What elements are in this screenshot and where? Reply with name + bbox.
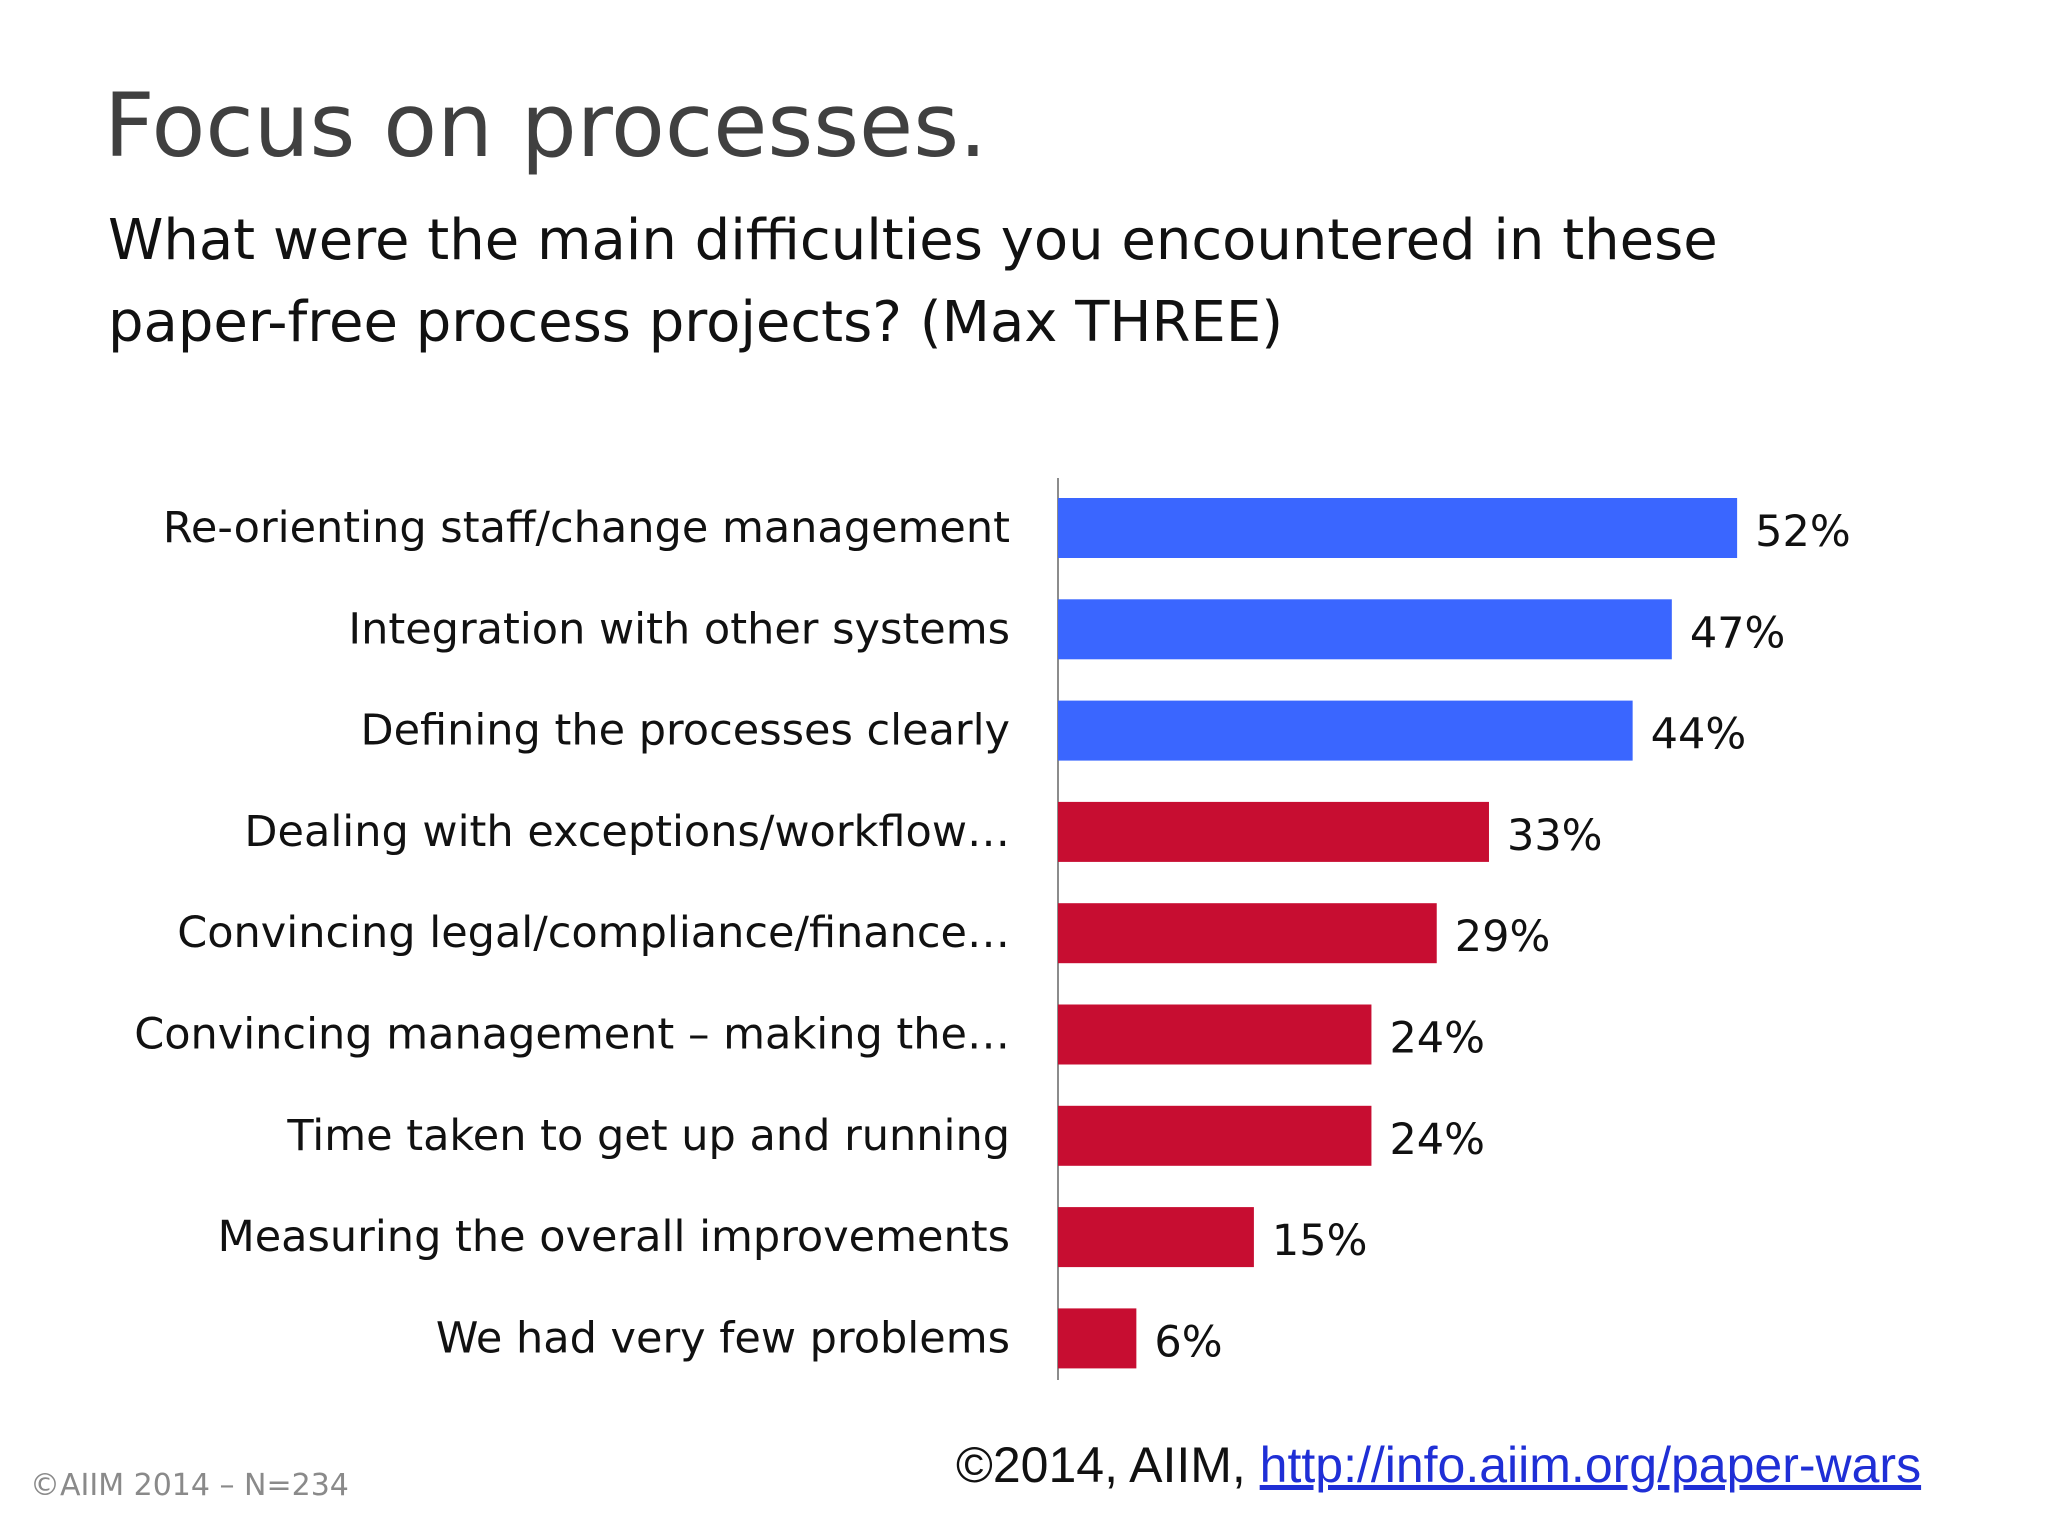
- copyright-line: ©2014, AIIM, http://info.aiim.org/paper-…: [956, 1436, 1921, 1494]
- category-label: Dealing with exceptions/workflow…: [244, 807, 1010, 857]
- data-label: 24%: [1389, 1115, 1485, 1165]
- data-label: 6%: [1154, 1317, 1222, 1367]
- value-label-group: 52% 47% 44% 33% 29% 24% 24% 15% 6%: [1154, 507, 1850, 1367]
- sample-size-note: ©AIIM 2014 – N=234: [30, 1468, 349, 1503]
- bar-chart: Re-orienting staff/change management Inte…: [134, 478, 1851, 1380]
- source-link[interactable]: http://info.aiim.org/paper-wars: [1259, 1437, 1922, 1493]
- data-label: 24%: [1389, 1014, 1485, 1064]
- bar: [1058, 1207, 1254, 1268]
- data-label: 44%: [1651, 710, 1747, 760]
- bar: [1058, 498, 1738, 558]
- category-label: Defining the processes clearly: [360, 706, 1010, 756]
- category-label: Integration with other systems: [348, 604, 1010, 654]
- bar: [1058, 1105, 1372, 1166]
- survey-question: What were the main difficulties you enco…: [108, 208, 1718, 355]
- category-label: Convincing legal/compliance/finance…: [177, 908, 1010, 958]
- data-label: 52%: [1755, 507, 1851, 557]
- category-label: Re-orienting staff/change management: [163, 503, 1010, 553]
- category-label: Convincing management – making the…: [134, 1010, 1010, 1060]
- data-label: 47%: [1690, 608, 1786, 658]
- bar: [1058, 700, 1633, 761]
- category-label-group: Re-orienting staff/change management Inte…: [134, 503, 1010, 1363]
- bar-group: [1058, 498, 1738, 1369]
- data-label: 29%: [1455, 912, 1551, 962]
- data-label: 33%: [1507, 811, 1603, 861]
- category-label: Time taken to get up and running: [286, 1111, 1010, 1161]
- slide-title: Focus on processes.: [104, 74, 988, 177]
- category-label: Measuring the overall improvements: [218, 1212, 1010, 1262]
- bar: [1058, 801, 1489, 862]
- category-label: We had very few problems: [436, 1313, 1010, 1363]
- copyright-text: ©2014, AIIM,: [956, 1437, 1260, 1493]
- bar: [1058, 903, 1437, 964]
- bar: [1058, 1004, 1372, 1065]
- data-label: 15%: [1272, 1216, 1368, 1266]
- bar: [1058, 599, 1672, 660]
- bar: [1058, 1308, 1137, 1369]
